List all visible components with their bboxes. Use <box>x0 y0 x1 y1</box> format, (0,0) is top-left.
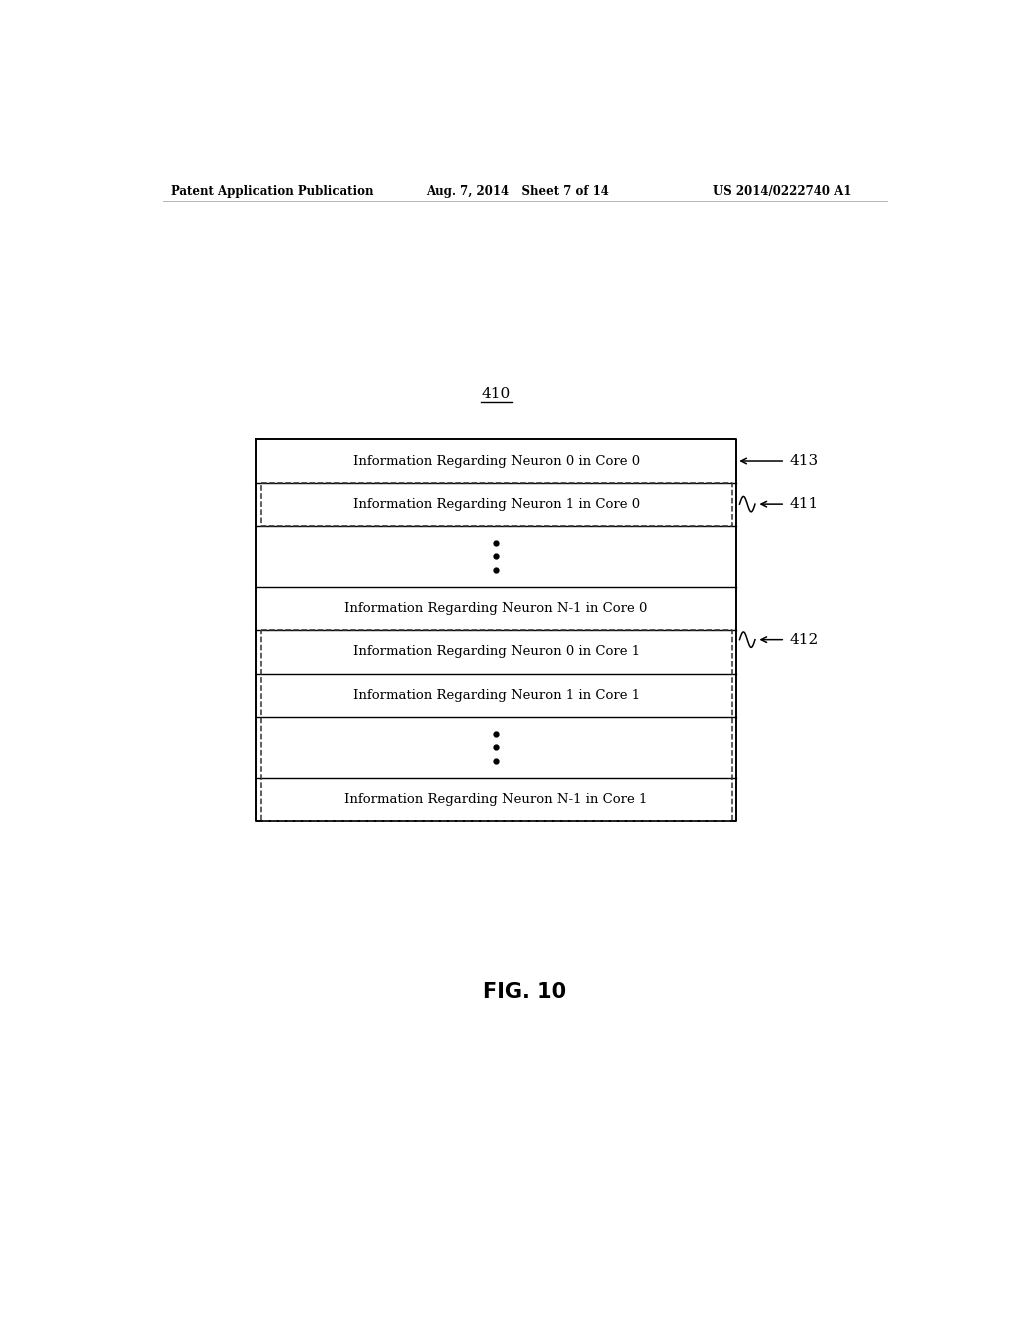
Text: Information Regarding Neuron 1 in Core 0: Information Regarding Neuron 1 in Core 0 <box>352 498 640 511</box>
Text: Information Regarding Neuron 1 in Core 1: Information Regarding Neuron 1 in Core 1 <box>352 689 640 702</box>
Text: 411: 411 <box>790 498 818 511</box>
Text: 412: 412 <box>790 632 818 647</box>
Text: Patent Application Publication: Patent Application Publication <box>171 185 373 198</box>
Text: 410: 410 <box>481 387 511 401</box>
Text: Information Regarding Neuron 0 in Core 1: Information Regarding Neuron 0 in Core 1 <box>352 645 640 659</box>
Text: 413: 413 <box>790 454 818 469</box>
Text: FIG. 10: FIG. 10 <box>483 982 566 1002</box>
Text: Information Regarding Neuron 0 in Core 0: Information Regarding Neuron 0 in Core 0 <box>352 454 640 467</box>
Text: Information Regarding Neuron N-1 in Core 0: Information Regarding Neuron N-1 in Core… <box>344 602 648 615</box>
Text: US 2014/0222740 A1: US 2014/0222740 A1 <box>713 185 852 198</box>
Text: Aug. 7, 2014   Sheet 7 of 14: Aug. 7, 2014 Sheet 7 of 14 <box>426 185 609 198</box>
Text: Information Regarding Neuron N-1 in Core 1: Information Regarding Neuron N-1 in Core… <box>344 793 648 807</box>
